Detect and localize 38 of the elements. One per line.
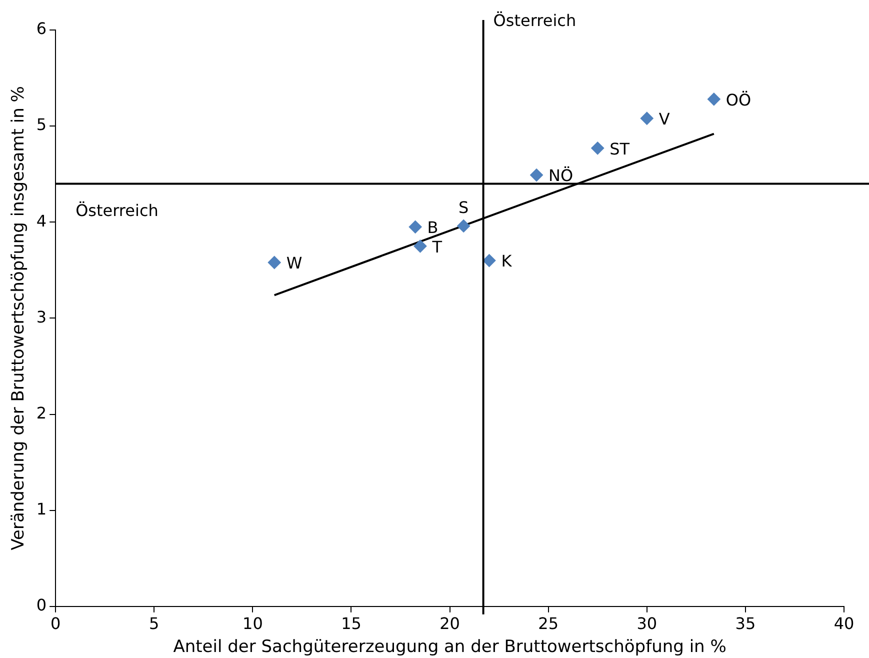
x-tick-label: 15 [341,614,362,634]
y-tick-label: 5 [36,115,47,134]
y-tick-label: 2 [36,403,47,422]
data-label: B [427,218,438,238]
y-axis-title: Veränderung der Bruttowertschöpfung insgesamt in % [8,86,29,550]
point [457,219,470,232]
point [530,168,544,182]
point [408,220,422,234]
data-label: OÖ [726,90,752,110]
point [640,112,654,125]
x-tick-label: 20 [440,614,460,634]
data-label: W [286,254,302,273]
data-label: T [431,237,442,256]
y-tick-label: 0 [36,596,47,615]
y-tick-label: 3 [36,307,47,326]
data-label: K [501,252,512,271]
data-label: ST [610,139,630,158]
point [268,256,281,269]
x-tick-label: 25 [538,614,559,634]
x-axis-title: Anteil der Sachgütererzeugung an der Bruttowertschöpfung in % [173,637,726,658]
data-label: V [658,110,670,129]
point [707,92,720,106]
data-label: NÖ [548,166,574,186]
ref-line-label: Österreich [76,200,158,220]
x-tick-label: 30 [636,614,658,634]
point [482,254,496,268]
point [414,240,427,253]
ref-line-label: Österreich [493,11,576,30]
y-tick-label: 4 [36,211,47,230]
x-tick-label: 35 [735,614,756,634]
data-label: S [458,198,469,218]
x-tick-label: 0 [50,614,61,634]
x-tick-label: 5 [149,614,160,634]
x-tick-label: 10 [242,614,263,634]
y-tick-label: 6 [36,19,47,38]
point [591,142,604,155]
x-tick-label: 40 [834,614,854,634]
y-tick-label: 1 [36,499,47,518]
